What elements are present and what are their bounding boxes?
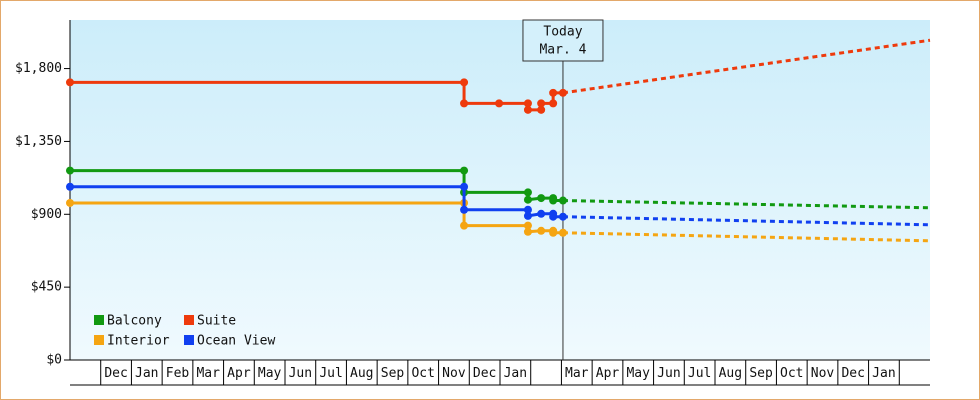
x-tick-label: Apr xyxy=(596,366,620,381)
point-marker xyxy=(558,88,567,97)
today-box xyxy=(522,19,604,62)
point-marker xyxy=(549,212,558,221)
x-tick-label: May xyxy=(258,366,282,381)
legend-swatch xyxy=(184,315,194,325)
x-tick-label: Jun xyxy=(657,366,680,381)
y-tick-label: $450 xyxy=(31,280,62,295)
forecast-line xyxy=(562,38,931,95)
point-marker xyxy=(558,212,567,221)
point-marker xyxy=(549,88,558,97)
x-tick-label: Jul xyxy=(688,366,711,381)
point-marker xyxy=(537,226,546,235)
point-marker xyxy=(523,105,532,114)
point-marker xyxy=(523,227,532,236)
x-tick-label: Aug xyxy=(719,366,742,381)
x-tick-label: Dec xyxy=(841,366,864,381)
forecast-line xyxy=(562,231,931,243)
legend-label: Interior xyxy=(107,334,170,349)
x-tick-label: Aug xyxy=(350,366,373,381)
point-marker xyxy=(460,78,469,87)
legend-swatch xyxy=(94,315,104,325)
forecast-line xyxy=(562,215,931,227)
point-marker xyxy=(495,99,504,108)
point-marker xyxy=(549,196,558,205)
x-tick-label: Sep xyxy=(381,366,405,381)
point-marker xyxy=(523,188,532,197)
y-tick-label: $1,350 xyxy=(15,134,62,149)
point-marker xyxy=(549,99,558,108)
plot-area xyxy=(70,20,930,360)
legend-label: Suite xyxy=(197,314,236,329)
point-marker xyxy=(460,99,469,108)
x-tick-label: Oct xyxy=(780,366,803,381)
y-tick-label: $1,800 xyxy=(15,61,62,76)
point-marker xyxy=(460,205,469,214)
point-marker xyxy=(537,194,546,203)
y-tick-label: $0 xyxy=(46,353,62,368)
x-tick-label: Jul xyxy=(319,366,342,381)
today-date: Mar. 4 xyxy=(539,43,586,58)
x-tick-label: Jan xyxy=(872,366,895,381)
x-tick-label: Nov xyxy=(442,366,466,381)
point-marker xyxy=(523,211,532,220)
point-marker xyxy=(460,221,469,230)
x-tick-label: Apr xyxy=(227,366,251,381)
point-marker xyxy=(558,228,567,237)
today-title: Today xyxy=(543,25,582,40)
point-marker xyxy=(523,99,532,108)
point-marker xyxy=(66,166,74,175)
legend-label: Ocean View xyxy=(197,334,275,349)
legend-swatch xyxy=(184,335,194,345)
point-marker xyxy=(558,196,567,205)
point-marker xyxy=(66,198,74,207)
x-tick-label: Jan xyxy=(504,366,527,381)
x-tick-label: Feb xyxy=(166,366,190,381)
x-tick-label: Dec xyxy=(473,366,496,381)
x-tick-label: Oct xyxy=(411,366,434,381)
point-marker xyxy=(537,99,546,108)
point-marker xyxy=(549,228,558,237)
point-marker xyxy=(523,205,532,214)
x-tick-label: Mar xyxy=(565,366,589,381)
x-tick-label: Jun xyxy=(289,366,312,381)
point-marker xyxy=(537,209,546,218)
point-marker xyxy=(523,221,532,230)
y-tick-label: $900 xyxy=(31,207,62,222)
x-tick-label: Nov xyxy=(811,366,835,381)
x-tick-label: May xyxy=(626,366,650,381)
point-marker xyxy=(460,166,469,175)
legend-swatch xyxy=(94,335,104,345)
x-tick-label: Mar xyxy=(196,366,220,381)
point-marker xyxy=(537,105,546,114)
legend-label: Balcony xyxy=(107,314,162,329)
point-marker xyxy=(523,195,532,204)
x-tick-label: Sep xyxy=(749,366,773,381)
point-marker xyxy=(66,182,74,191)
x-tick-label: Dec xyxy=(104,366,127,381)
forecast-line xyxy=(562,199,931,210)
point-marker xyxy=(460,182,469,191)
point-marker xyxy=(66,78,74,87)
x-tick-label: Jan xyxy=(135,366,158,381)
